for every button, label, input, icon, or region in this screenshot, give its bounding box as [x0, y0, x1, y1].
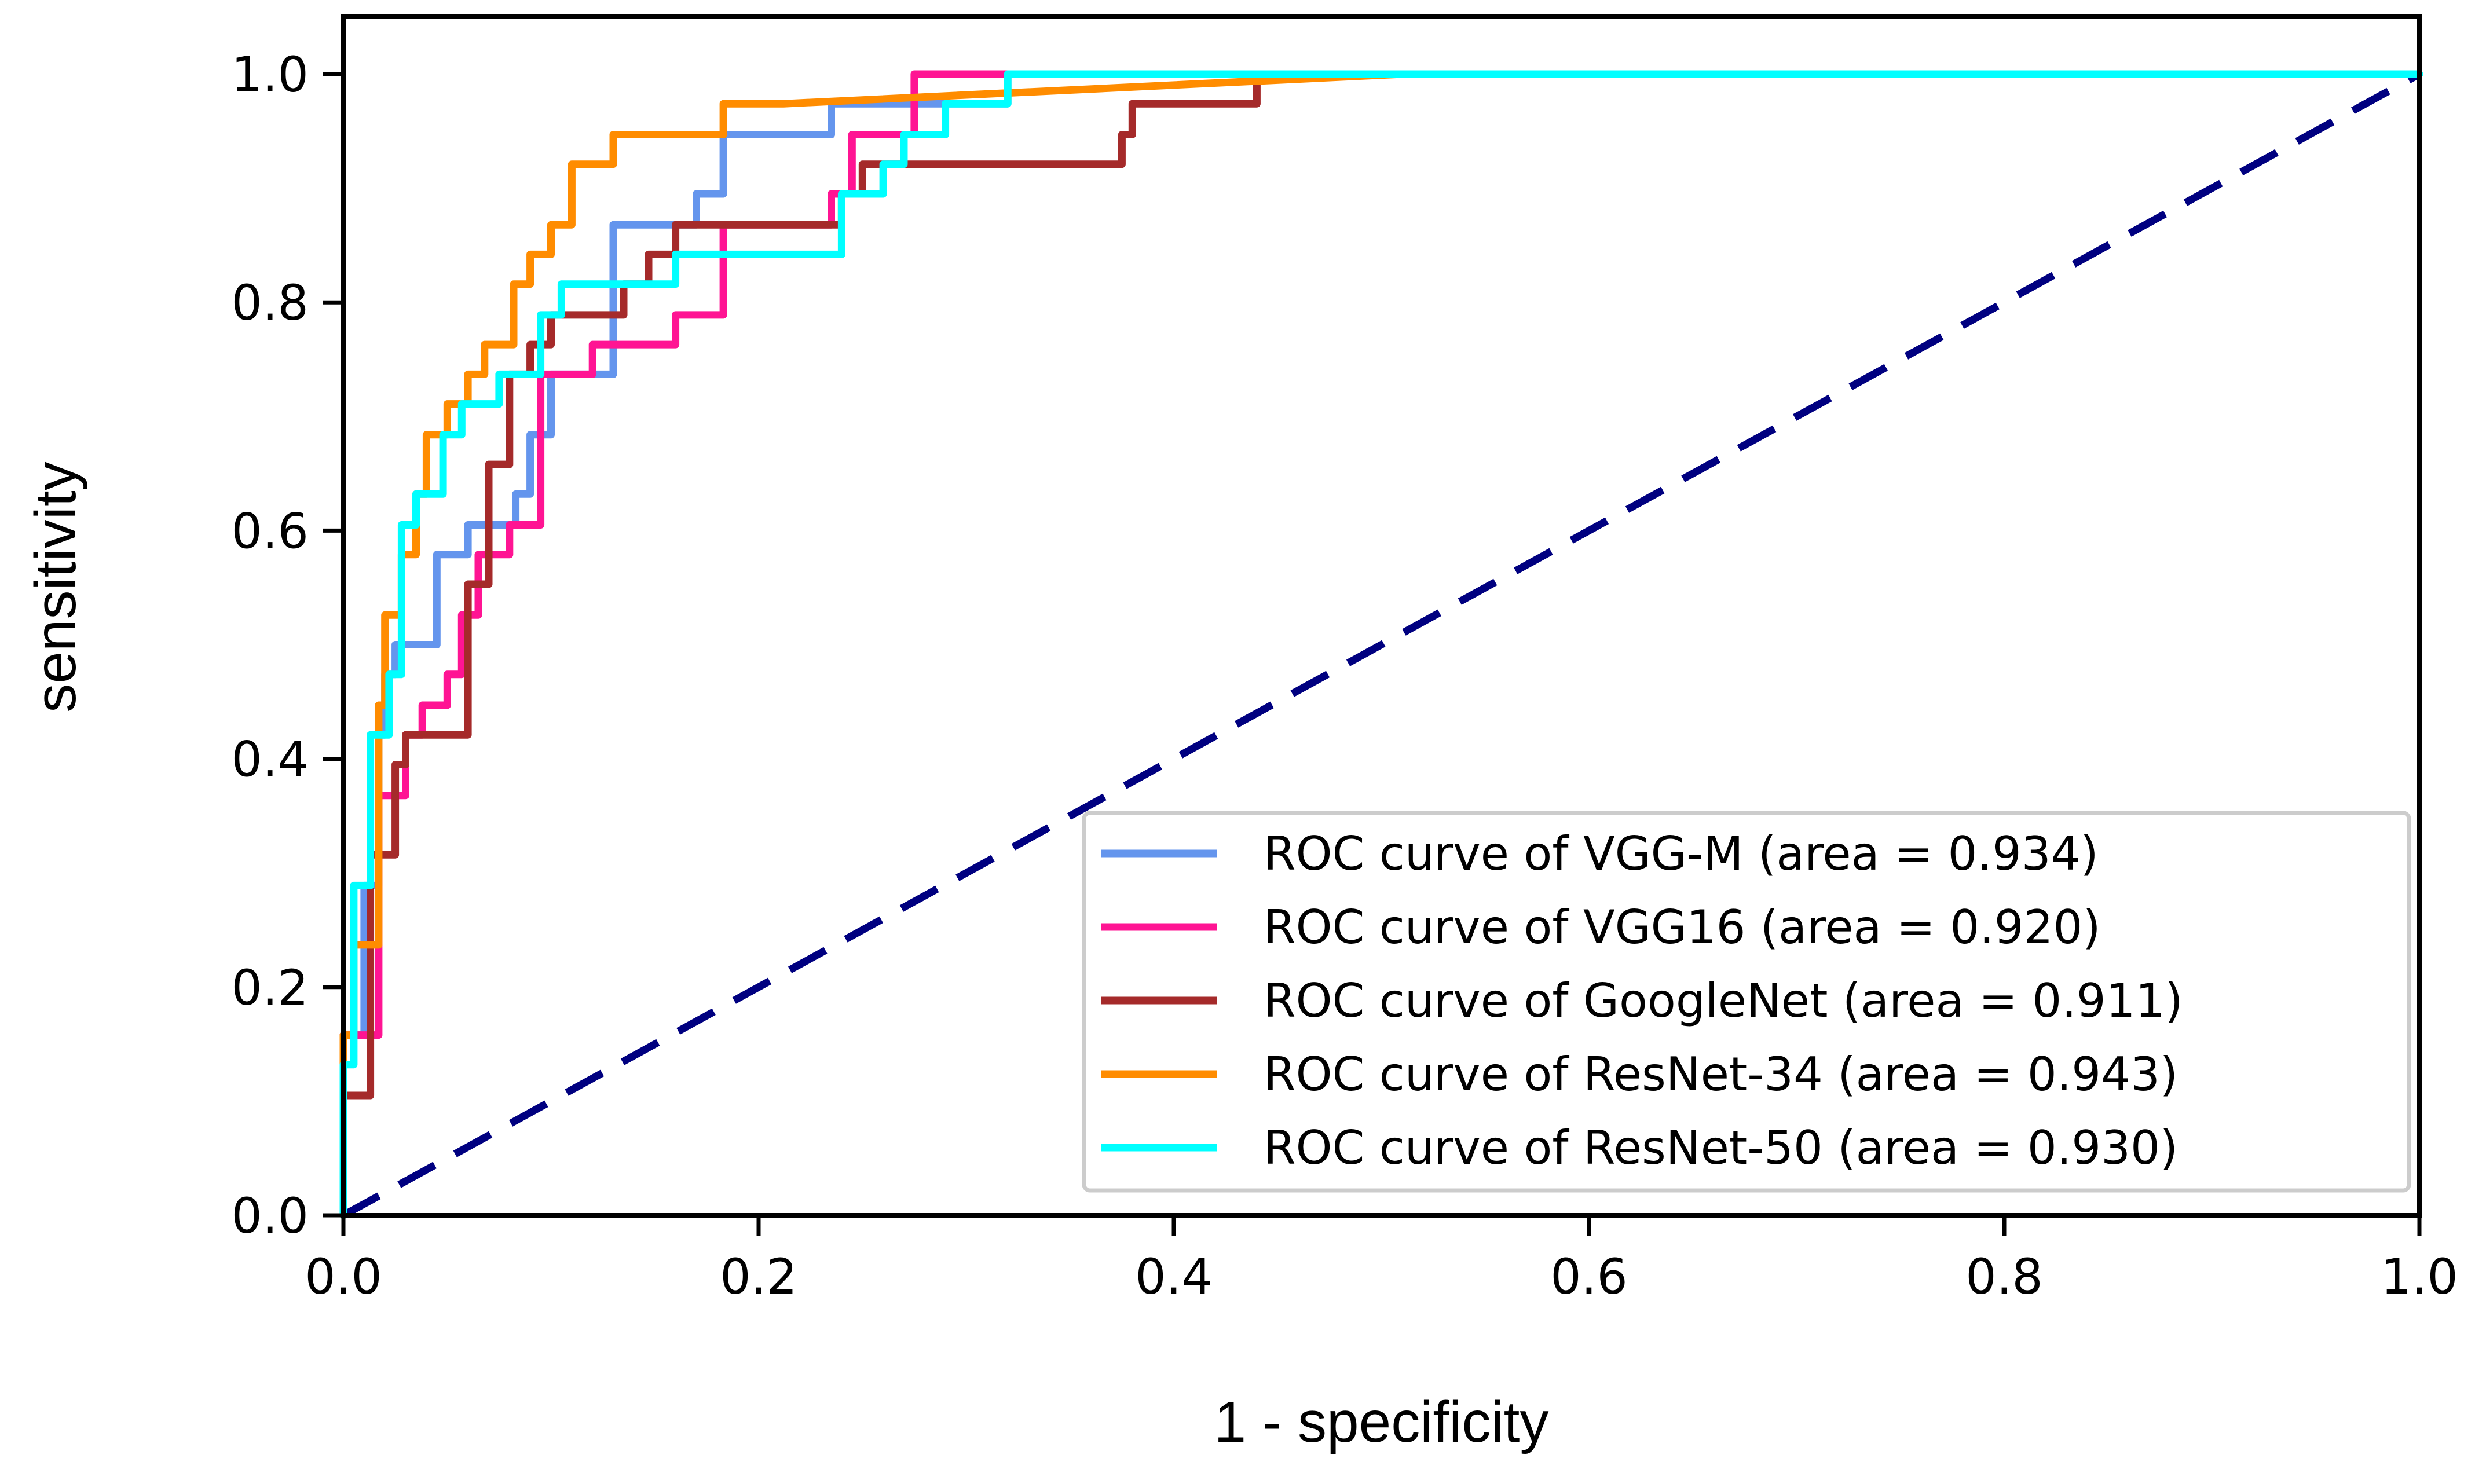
- y-tick-label: 0.8: [231, 274, 309, 331]
- y-axis-label: sensitivity: [23, 461, 88, 712]
- legend: ROC curve of VGG-M (area = 0.934) ROC cur…: [1082, 811, 2411, 1193]
- legend-box: [1082, 811, 2411, 1193]
- y-tick-label: 0.6: [231, 503, 309, 559]
- series-line-3: [339, 70, 2423, 1219]
- legend-item: ROC curve of GoogleNet (area = 0.911): [1101, 974, 2183, 1028]
- x-axis-label: 1 - specificity: [1214, 1390, 1549, 1454]
- legend-label: ROC curve of GoogleNet (area = 0.911): [1264, 974, 2183, 1028]
- y-tick-label: 0.2: [231, 959, 309, 1016]
- legend-label: ROC curve of VGG16 (area = 0.920): [1264, 900, 2101, 954]
- legend-label: ROC curve of ResNet-34 (area = 0.943): [1264, 1047, 2178, 1101]
- y-tick-label: 1.0: [231, 46, 309, 103]
- reference-diagonal-line: [341, 71, 2422, 1219]
- series-line-4: [339, 70, 2423, 1219]
- plot-area: [339, 70, 2423, 1219]
- legend-item: ROC curve of VGG16 (area = 0.920): [1101, 900, 2101, 954]
- x-tick-label: 1.0: [2381, 1248, 2458, 1305]
- y-tick-label: 0.4: [231, 731, 309, 788]
- axes-frame: [341, 14, 2422, 1218]
- x-axis-ticks: 0.0 0.2 0.4 0.6 0.8 1.0: [305, 1215, 2458, 1305]
- x-tick-label: 0.8: [1965, 1248, 2043, 1305]
- y-axis-ticks: 0.0 0.2 0.4 0.6 0.8 1.0: [231, 46, 343, 1244]
- legend-items: ROC curve of VGG-M (area = 0.934) ROC cur…: [1101, 827, 2183, 1175]
- series-layer: [339, 70, 2423, 1219]
- legend-item: ROC curve of VGG-M (area = 0.934): [1101, 827, 2099, 881]
- y-tick-label: 0.0: [231, 1188, 309, 1244]
- legend-label: ROC curve of VGG-M (area = 0.934): [1264, 827, 2099, 881]
- legend-item: ROC curve of ResNet-50 (area = 0.930): [1101, 1121, 2178, 1175]
- x-tick-label: 0.4: [1135, 1248, 1213, 1305]
- x-tick-label: 0.6: [1550, 1248, 1628, 1305]
- x-tick-label: 0.2: [720, 1248, 797, 1305]
- legend-label: ROC curve of ResNet-50 (area = 0.930): [1264, 1121, 2178, 1175]
- x-tick-label: 0.0: [305, 1248, 382, 1305]
- reference-line-layer: [341, 71, 2422, 1219]
- legend-item: ROC curve of ResNet-34 (area = 0.943): [1101, 1047, 2178, 1101]
